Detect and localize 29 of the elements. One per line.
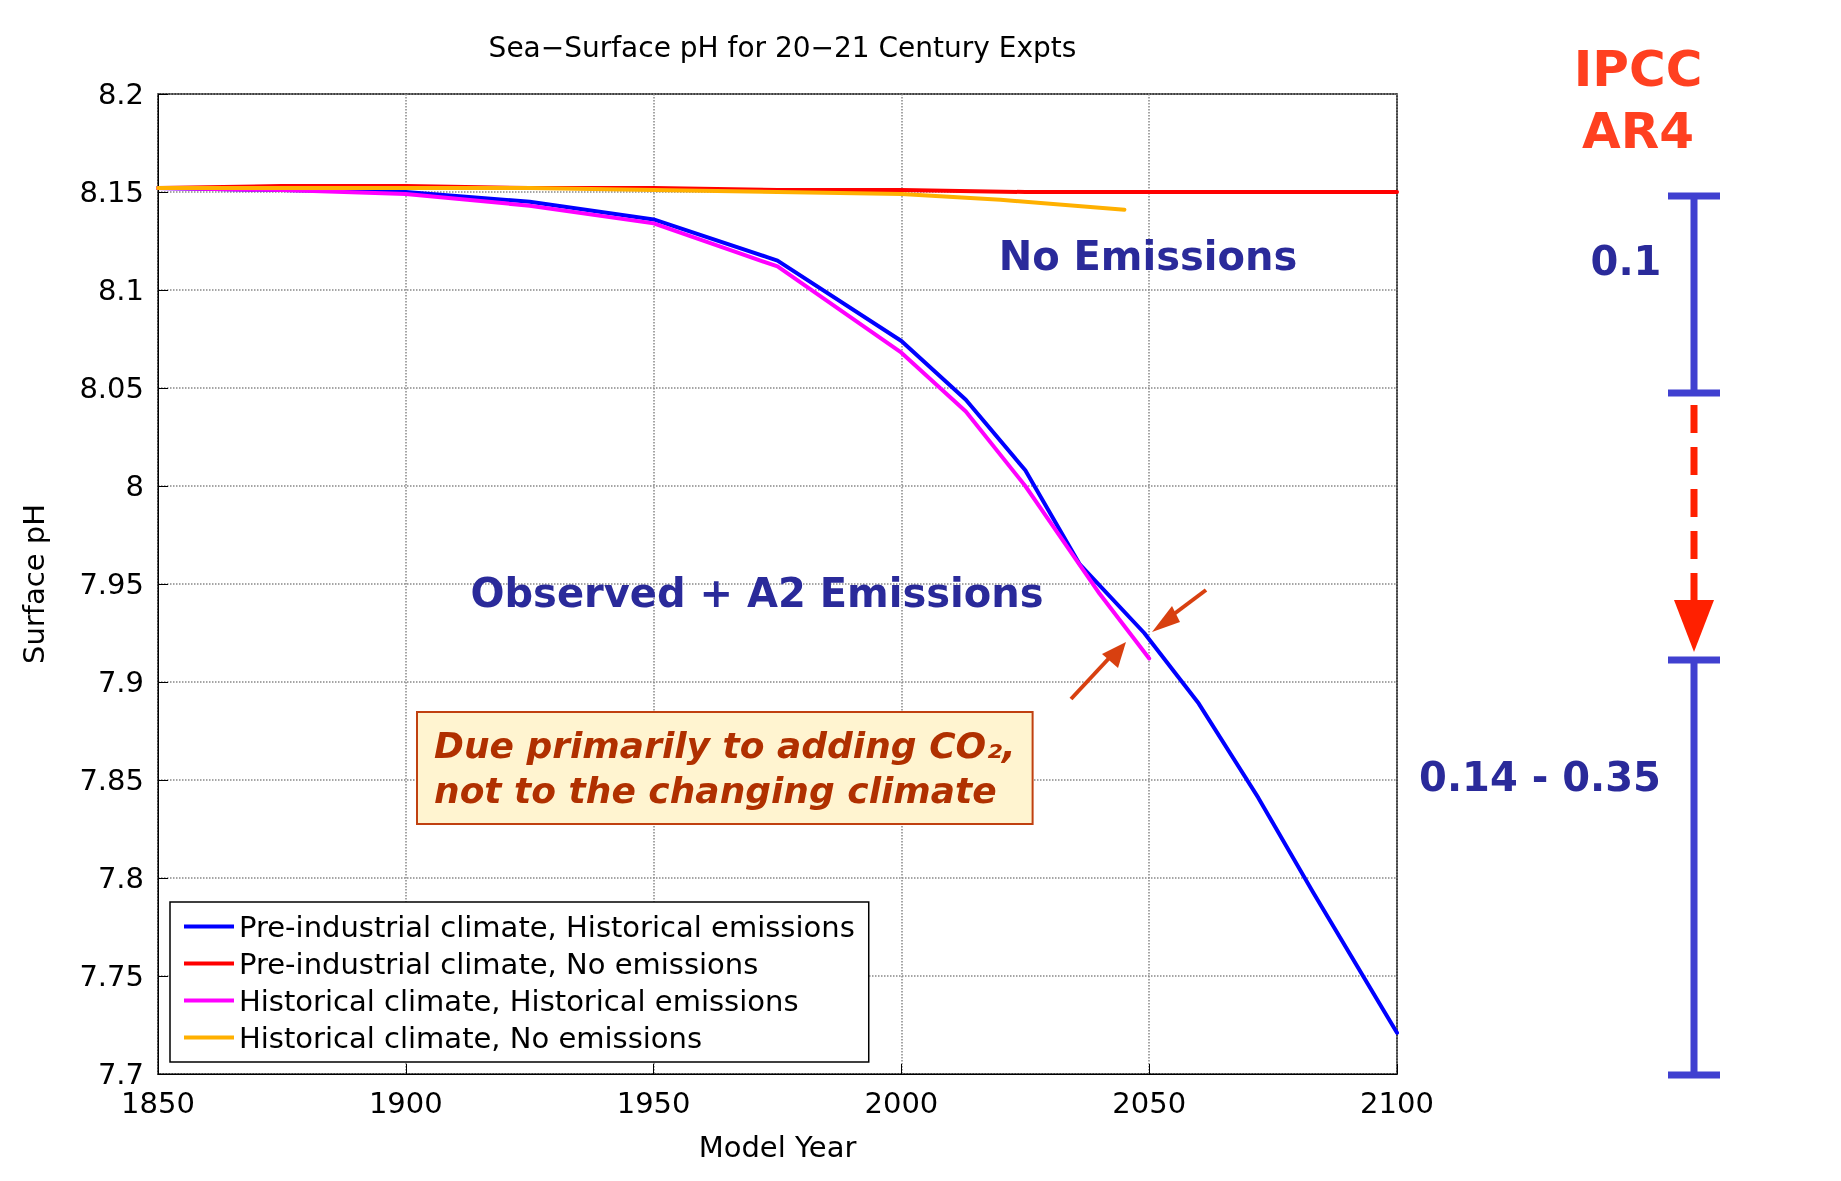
- x-tick-label: 1950: [616, 1085, 691, 1120]
- y-tick-label: 8.15: [79, 175, 144, 209]
- text: IPCC AR4: [1573, 39, 1703, 161]
- line-series: [156, 186, 1127, 212]
- legend-label: Historical climate, No emissions: [239, 1020, 703, 1055]
- x-tick-label: 2100: [1360, 1085, 1434, 1120]
- x-tick-label: 1900: [368, 1085, 443, 1120]
- annotation: Observed + A2 Emissions: [470, 570, 1044, 616]
- x-axis-title: Model Year: [698, 1129, 857, 1164]
- y-tick-label: 7.75: [79, 959, 144, 993]
- legend-label: Pre-industrial climate, No emissions: [239, 946, 759, 981]
- text: 0.1: [1590, 238, 1662, 284]
- y-tick-label: 8.05: [79, 371, 144, 405]
- legend-label: Pre-industrial climate, Historical emissions: [239, 909, 855, 944]
- x-tick-label: 2050: [1112, 1085, 1187, 1120]
- y-tick-label: 8: [125, 469, 144, 503]
- y-tick-label: 8.2: [97, 77, 144, 111]
- text: 0.14 - 0.35: [1419, 754, 1661, 800]
- y-tick-label: 7.8: [97, 861, 144, 895]
- x-tick-label: 2000: [864, 1085, 939, 1120]
- y-tick-label: 7.85: [79, 763, 144, 797]
- annotation: No Emissions: [998, 233, 1298, 279]
- legend-label: Historical climate, Historical emissions: [239, 983, 799, 1018]
- y-tick-label: 7.9: [97, 665, 144, 699]
- y-tick-label: 8.1: [97, 273, 144, 307]
- chart-title: Sea−Surface pH for 20−21 Century Expts: [488, 30, 1077, 64]
- y-axis-title: Surface pH: [16, 504, 51, 664]
- y-tick-label: 7.95: [79, 567, 144, 601]
- annotation: Due primarily to adding CO₂, not to the changing climate: [434, 725, 1016, 811]
